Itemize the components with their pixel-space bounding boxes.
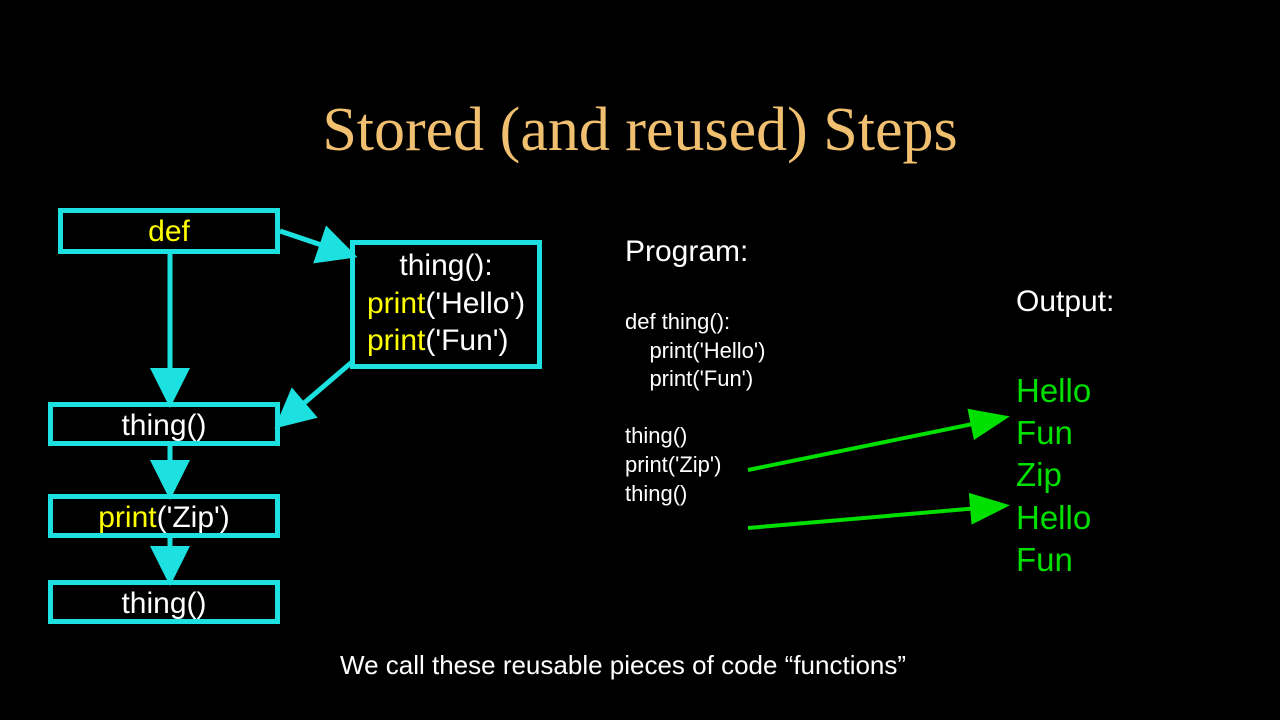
arrow-def-to-codebox — [280, 231, 348, 254]
code-definition-box: thing(): print('Hello') print('Fun') — [350, 240, 542, 369]
flow-box-thing2: thing() — [48, 580, 280, 624]
flow-box-thing1: thing() — [48, 402, 280, 446]
flow-box-def: def — [58, 208, 280, 254]
flow-box-def-label: def — [148, 215, 190, 248]
caption-text: We call these reusable pieces of code “f… — [340, 650, 906, 681]
output-line: Hello — [1016, 497, 1091, 539]
code-line-hello: print('Hello') — [367, 285, 525, 323]
slide-title: Stored (and reused) Steps — [0, 95, 1280, 166]
code-line-thing: thing(): — [367, 247, 525, 285]
program-code-block: def thing(): print('Hello') print('Fun')… — [625, 308, 765, 508]
code-line-fun: print('Fun') — [367, 322, 525, 360]
output-line: Hello — [1016, 370, 1091, 412]
output-text-block: Hello Fun Zip Hello Fun — [1016, 370, 1091, 581]
flow-box-zip: print('Zip') — [48, 494, 280, 538]
output-line: Fun — [1016, 412, 1091, 454]
output-label: Output: — [1016, 285, 1114, 319]
flow-box-thing1-label: thing() — [121, 409, 206, 442]
output-line: Fun — [1016, 539, 1091, 581]
output-line: Zip — [1016, 454, 1091, 496]
program-label: Program: — [625, 235, 748, 269]
arrow-call1-to-output — [748, 418, 1002, 470]
arrow-codebox-to-thing1 — [282, 362, 352, 422]
arrow-call2-to-output — [748, 506, 1002, 528]
flow-box-thing2-label: thing() — [121, 587, 206, 620]
